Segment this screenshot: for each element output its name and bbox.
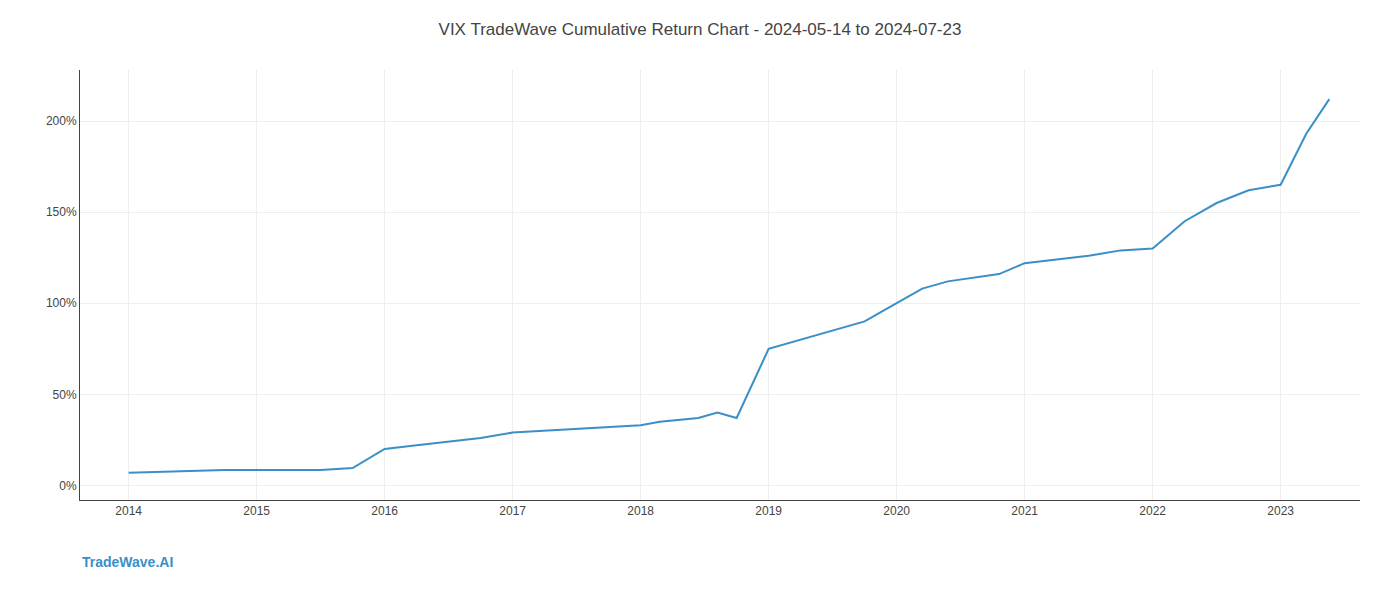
svg-text:TradeWave.AI: TradeWave.AI	[82, 554, 173, 570]
svg-text:VIX TradeWave Cumulative Retur: VIX TradeWave Cumulative Return Chart - …	[439, 20, 962, 39]
svg-text:100%: 100%	[46, 296, 77, 310]
svg-text:2016: 2016	[371, 504, 398, 518]
svg-text:0%: 0%	[59, 479, 77, 493]
svg-text:2015: 2015	[243, 504, 270, 518]
svg-text:50%: 50%	[53, 388, 77, 402]
svg-text:2018: 2018	[627, 504, 654, 518]
svg-text:2019: 2019	[755, 504, 782, 518]
svg-text:150%: 150%	[46, 205, 77, 219]
svg-text:2022: 2022	[1139, 504, 1166, 518]
svg-text:2023: 2023	[1267, 504, 1294, 518]
svg-text:200%: 200%	[46, 114, 77, 128]
svg-text:2020: 2020	[883, 504, 910, 518]
svg-text:2017: 2017	[499, 504, 526, 518]
svg-text:2014: 2014	[115, 504, 142, 518]
svg-text:2021: 2021	[1011, 504, 1038, 518]
